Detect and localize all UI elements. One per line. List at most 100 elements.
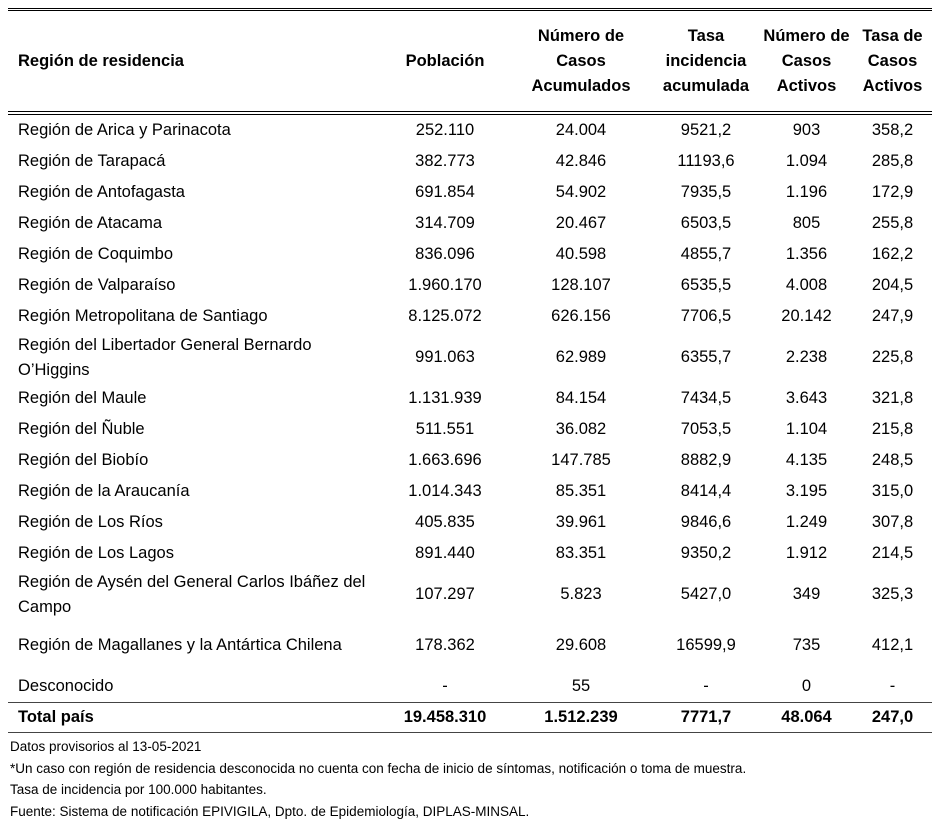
cell-cumulative-rate: - (703, 677, 709, 695)
cell-cumulative-cases: 626.156 (551, 307, 611, 325)
cell-population: 1.960.170 (408, 276, 482, 294)
cell-cumulative-cases: 84.154 (555, 389, 607, 407)
table-row: Región de Atacama 314.709 20.467 6503,5 805 2… (8, 208, 932, 239)
cell-cumulative-cases: 54.902 (555, 183, 607, 201)
cell-active-cases: 3.643 (785, 389, 828, 407)
table-row: Región de Magallanes y la Antártica Chil… (8, 620, 932, 671)
cell-region: Región del Ñuble (18, 420, 145, 438)
footnote-source: Fuente: Sistema de notificación EPIVIGIL… (10, 803, 530, 819)
cell-active-rate: 358,2 (871, 121, 914, 139)
cell-active-rate: 285,8 (871, 152, 914, 170)
cell-active-rate: 325,3 (871, 585, 914, 603)
cell-cumulative-cases: 42.846 (555, 152, 607, 170)
header-region: Región de residencia (18, 51, 184, 70)
cell-region: Región de Atacama (18, 214, 163, 232)
cell-active-rate: 247,9 (871, 307, 914, 325)
cell-cumulative-rate: 5427,0 (680, 585, 732, 603)
cell-region: Región de Valparaíso (18, 276, 176, 294)
cell-cumulative-rate: 7935,5 (680, 183, 732, 201)
cell-active-rate: 321,8 (871, 389, 914, 407)
cell-population: 691.854 (415, 183, 475, 201)
table-row: Región de Aysén del General Carlos Ibáñe… (8, 569, 932, 620)
footnote-date: Datos provisorios al 13-05-2021 (10, 739, 202, 754)
header-active-rate: Tasa de Casos Activos (862, 26, 923, 95)
cell-active-cases: 2.238 (785, 348, 828, 366)
cell-population: 991.063 (415, 348, 475, 366)
cell-population: 178.362 (415, 636, 475, 654)
cell-cumulative-cases: 20.467 (555, 214, 607, 232)
cell-cumulative-cases: 24.004 (555, 121, 607, 139)
cell-region: Región de Los Lagos (18, 544, 174, 562)
cell-cumulative-rate: 6535,5 (680, 276, 732, 294)
cell-active-cases: 349 (792, 585, 821, 603)
cell-cumulative-rate: 7434,5 (680, 389, 732, 407)
cell-active-cases: 903 (792, 121, 821, 139)
table-row: Región de Tarapacá 382.773 42.846 11193,6 1.… (8, 146, 932, 177)
total-row: Total país 19.458.310 1.512.239 7771,7 48.06… (8, 702, 932, 733)
cell-population: 107.297 (415, 585, 475, 603)
cell-cumulative-cases: 128.107 (551, 276, 611, 294)
cell-cumulative-rate: 7053,5 (680, 420, 732, 438)
cell-population: 8.125.072 (408, 307, 482, 325)
cell-cumulative-rate: 9521,2 (680, 121, 732, 139)
cell-cumulative-cases: 39.961 (555, 513, 607, 531)
cell-population: 19.458.310 (403, 708, 487, 726)
table-row: Región de Los Lagos 891.440 83.351 9350,2 1.… (8, 538, 932, 569)
table-row: Desconocido - 55 - 0 - (8, 671, 932, 703)
footnote-unknown-case: *Un caso con región de residencia descon… (10, 760, 747, 776)
cell-region: Región de Antofagasta (18, 183, 185, 201)
cell-region: Región de Tarapacá (18, 152, 166, 170)
cell-cumulative-rate: 7706,5 (680, 307, 732, 325)
cell-region: Región de Aysén del General Carlos Ibáñe… (18, 572, 366, 616)
table-row: Región del Maule 1.131.939 84.154 7434,5 3.6… (8, 383, 932, 414)
cell-region: Desconocido (18, 677, 114, 695)
cell-active-rate: 247,0 (871, 708, 914, 726)
cases-by-region-table: Región de residencia Población Número de… (8, 8, 932, 733)
cell-region: Región de Arica y Parinacota (18, 121, 231, 139)
cell-active-cases: 1.094 (785, 152, 828, 170)
cell-active-cases: 20.142 (781, 307, 832, 325)
cell-active-rate: 204,5 (871, 276, 914, 294)
header-population: Población (405, 51, 485, 70)
header-cumulative-cases: Número de Casos Acumulados (531, 26, 631, 95)
table-row: Región de Antofagasta 691.854 54.902 7935,5… (8, 177, 932, 208)
cell-active-cases: 4.008 (785, 276, 828, 294)
cell-cumulative-rate: 4855,7 (680, 245, 732, 263)
cell-region: Región de Magallanes y la Antártica Chil… (18, 636, 342, 654)
cell-cumulative-cases: 29.608 (555, 636, 607, 654)
table-row: Región de la Araucanía 1.014.343 85.351 841… (8, 476, 932, 507)
cell-region: Región de la Araucanía (18, 482, 190, 500)
cell-active-rate: 307,8 (871, 513, 914, 531)
table-row: Región del Ñuble 511.551 36.082 7053,5 1.104… (8, 414, 932, 445)
cell-cumulative-cases: 36.082 (555, 420, 607, 438)
header-active-cases: Número de Casos Activos (763, 26, 850, 95)
cell-population: 1.014.343 (408, 482, 482, 500)
cell-cumulative-rate: 11193,6 (677, 152, 735, 170)
cell-population: 405.835 (415, 513, 475, 531)
cell-cumulative-cases: 5.823 (560, 585, 602, 603)
table-row: Región del Libertador General Bernardo O… (8, 332, 932, 383)
cell-active-cases: 1.196 (785, 183, 828, 201)
cell-cumulative-cases: 55 (571, 677, 591, 695)
cell-cumulative-rate: 6355,7 (680, 348, 732, 366)
cell-cumulative-cases: 1.512.239 (544, 708, 618, 726)
cell-cumulative-cases: 62.989 (555, 348, 607, 366)
cell-active-cases: 735 (792, 636, 821, 654)
cell-cumulative-rate: 7771,7 (680, 708, 732, 726)
cell-active-cases: 1.356 (785, 245, 828, 263)
cell-population: 1.131.939 (408, 389, 482, 407)
cell-region: Región del Maule (18, 389, 147, 407)
cell-cumulative-rate: 16599,9 (676, 636, 736, 654)
cell-active-rate: 162,2 (871, 245, 914, 263)
cell-cumulative-cases: 40.598 (555, 245, 607, 263)
cell-active-rate: 215,8 (871, 420, 914, 438)
cell-region: Región Metropolitana de Santiago (18, 307, 268, 325)
cell-region: Región del Libertador General Bernardo O… (18, 335, 312, 379)
cell-region: Región del Biobío (18, 451, 149, 469)
cell-active-rate: 315,0 (871, 482, 914, 500)
cell-active-rate: 412,1 (871, 636, 914, 654)
cell-cumulative-rate: 6503,5 (680, 214, 732, 232)
cell-active-rate: 214,5 (871, 544, 914, 562)
cell-population: 314.709 (415, 214, 475, 232)
cell-population: 382.773 (415, 152, 475, 170)
